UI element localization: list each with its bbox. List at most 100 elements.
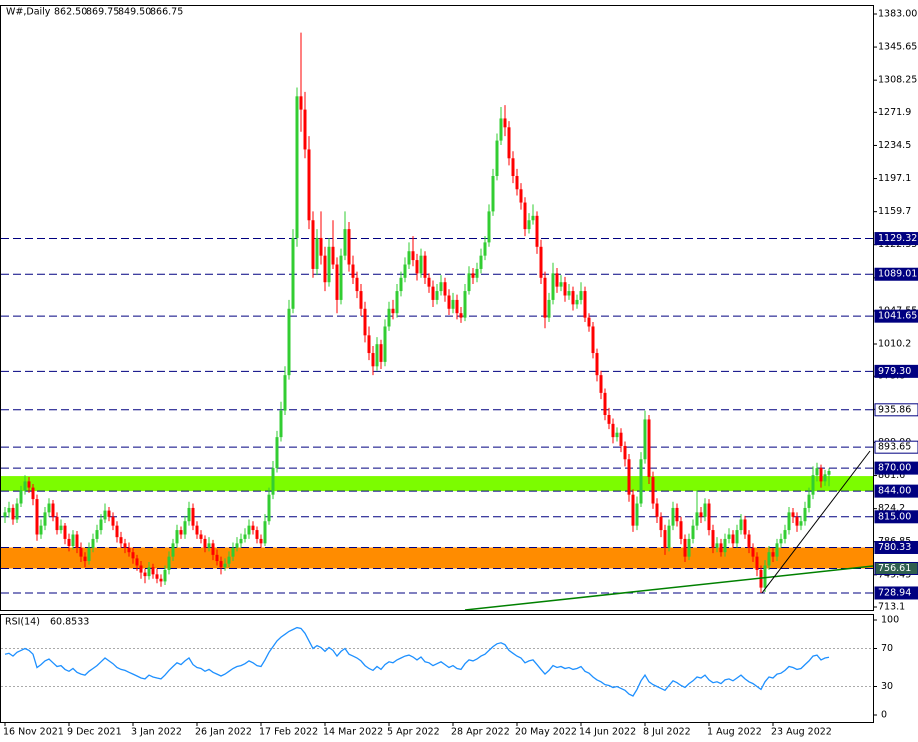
candle-body [531,215,535,221]
level-box [874,309,918,323]
candle-body [611,423,615,438]
y-tick-label: 1345.65 [878,42,917,53]
candle-body [131,552,135,559]
symbol: W#,Daily [6,7,51,18]
level-label: 1129.32 [878,233,917,244]
candle-body [315,237,319,269]
candle-body [695,512,699,526]
candle-body [459,313,463,318]
candle-body [87,547,91,562]
candle-body [63,525,67,539]
candle-body [247,525,251,535]
candle-body [99,519,103,531]
candle-body [387,308,391,327]
candle-body [195,525,199,535]
y-tick-label: 824.2 [878,503,905,514]
candle-body [663,530,667,548]
x-tick-label: 8 Jul 2022 [643,727,691,738]
candle-body [675,507,679,522]
level-label: 1041.65 [878,311,917,322]
candle-body [375,344,379,367]
ohlc-open: 862.50 [54,7,87,18]
candle-body [39,525,43,535]
candle-body [359,291,363,309]
level-label: 844.00 [878,486,911,497]
level-label: 756.61 [878,563,911,574]
candle-body [607,414,611,424]
candle-body [807,494,811,508]
candle-body [719,543,723,553]
level-box [874,510,918,524]
candle-body [35,499,39,535]
candle-body [527,220,531,230]
level-box [874,540,918,554]
level-box [874,586,918,600]
candle-body [411,251,415,261]
candle-body [331,246,335,265]
candle-body [231,547,235,557]
candle-body [671,507,675,526]
level-box [874,267,918,281]
candle-body [163,569,167,582]
candle-body [175,530,179,544]
candle-body [455,299,459,314]
rsi-value: 60.8533 [50,617,89,628]
candle-body [727,534,731,539]
candle-body [827,470,831,475]
candle-body [699,512,703,517]
level-label: 815.00 [878,511,911,522]
level-label: 893.65 [878,442,911,453]
candle-body [147,567,151,577]
candle-body [739,519,743,531]
candle-body [603,392,607,415]
candle-body [499,118,503,141]
candle-body [415,260,419,274]
candle-body [795,516,799,526]
candle-body [271,468,275,495]
candle-body [655,503,659,517]
candle-body [403,264,407,278]
candle-body [599,375,603,393]
candle-body [619,432,623,446]
candle-body [31,487,35,500]
candle-body [83,556,87,562]
y-tick-label: 100 [881,615,899,626]
candle-body [343,229,347,256]
y-tick-label: 1234.5 [878,140,911,151]
candle-body [567,291,571,296]
candle-body [67,538,71,547]
candle-body [815,468,819,476]
candle-body [215,554,219,562]
candle-body [91,538,95,548]
candle-body [123,543,127,548]
candle-body [239,538,243,544]
candle-body [135,558,139,566]
level-box [874,561,918,575]
y-tick-label: 1159.7 [878,206,911,217]
candle-body [427,277,431,287]
candle-body [435,291,439,300]
y-tick-label: 1383.00 [878,9,917,20]
candle-body [187,507,191,522]
candle-body [283,375,287,411]
trend-line [464,565,874,611]
x-tick-label: 14 Mar 2022 [323,727,383,738]
candle-body [183,521,187,535]
candle-body [587,317,591,327]
x-tick-label: 16 Nov 2021 [3,727,64,738]
x-tick-label: 23 Aug 2022 [771,727,832,738]
candle-body [443,282,447,296]
candle-body [111,516,115,526]
candle-body [151,567,155,575]
x-tick-label: 26 Jan 2022 [195,727,252,738]
x-tick-label: 28 Apr 2022 [451,727,510,738]
candle-body [391,308,395,314]
candle-body [439,282,443,292]
main-frame [0,5,874,611]
candle-body [167,556,171,570]
y-tick-label: 30 [881,681,893,692]
level-label: 979.30 [878,366,911,377]
candle-body [735,530,739,544]
candle-body [311,220,315,269]
candle-body [571,291,575,305]
